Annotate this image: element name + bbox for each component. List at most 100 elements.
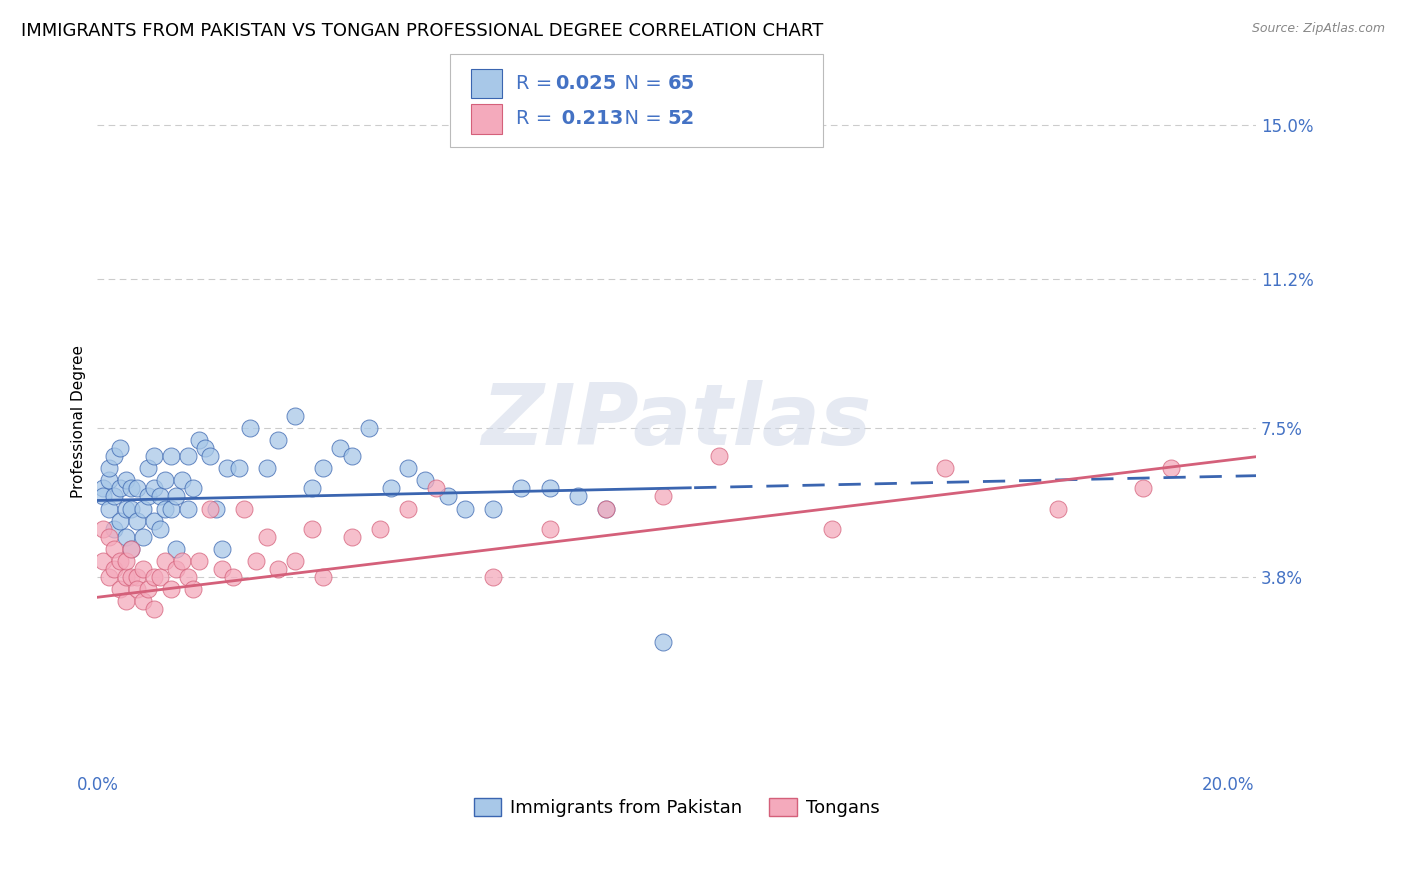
- Text: 0.213: 0.213: [555, 110, 624, 128]
- Point: [97, 461, 120, 475]
- Point: [454, 501, 477, 516]
- Point: [188, 433, 211, 447]
- Point: [166, 541, 188, 556]
- Point: [166, 490, 188, 504]
- Point: [177, 501, 200, 516]
- Point: [131, 594, 153, 608]
- Point: [256, 530, 278, 544]
- Point: [114, 554, 136, 568]
- Point: [538, 482, 561, 496]
- Point: [108, 441, 131, 455]
- Point: [482, 501, 505, 516]
- Point: [267, 433, 290, 447]
- Point: [301, 482, 323, 496]
- Point: [108, 514, 131, 528]
- Y-axis label: Professional Degree: Professional Degree: [72, 345, 86, 499]
- Point: [136, 461, 159, 475]
- Text: 65: 65: [668, 74, 695, 93]
- Point: [125, 582, 148, 597]
- Point: [160, 582, 183, 597]
- Point: [148, 570, 170, 584]
- Text: R =: R =: [516, 110, 558, 128]
- Point: [142, 602, 165, 616]
- Point: [284, 554, 307, 568]
- Point: [267, 562, 290, 576]
- Point: [368, 522, 391, 536]
- Point: [97, 530, 120, 544]
- Point: [312, 461, 335, 475]
- Point: [256, 461, 278, 475]
- Point: [131, 530, 153, 544]
- Point: [177, 570, 200, 584]
- Point: [103, 490, 125, 504]
- Point: [1047, 501, 1070, 516]
- Point: [200, 449, 222, 463]
- Point: [103, 541, 125, 556]
- Point: [108, 554, 131, 568]
- Point: [114, 530, 136, 544]
- Point: [245, 554, 267, 568]
- Point: [482, 570, 505, 584]
- Point: [934, 461, 956, 475]
- Point: [160, 501, 183, 516]
- Point: [108, 582, 131, 597]
- Text: R =: R =: [516, 74, 558, 93]
- Point: [153, 554, 176, 568]
- Point: [136, 490, 159, 504]
- Point: [142, 514, 165, 528]
- Point: [177, 449, 200, 463]
- Point: [120, 541, 142, 556]
- Point: [340, 449, 363, 463]
- Point: [91, 522, 114, 536]
- Point: [329, 441, 352, 455]
- Point: [413, 473, 436, 487]
- Point: [510, 482, 533, 496]
- Point: [567, 490, 589, 504]
- Point: [120, 541, 142, 556]
- Point: [166, 562, 188, 576]
- Point: [148, 490, 170, 504]
- Point: [357, 421, 380, 435]
- Point: [595, 501, 617, 516]
- Point: [108, 482, 131, 496]
- Point: [651, 634, 673, 648]
- Point: [172, 473, 194, 487]
- Point: [136, 582, 159, 597]
- Point: [396, 501, 419, 516]
- Point: [396, 461, 419, 475]
- Point: [142, 482, 165, 496]
- Text: N =: N =: [612, 74, 668, 93]
- Point: [188, 554, 211, 568]
- Point: [595, 501, 617, 516]
- Point: [205, 501, 228, 516]
- Point: [436, 490, 458, 504]
- Point: [131, 501, 153, 516]
- Point: [148, 522, 170, 536]
- Point: [91, 482, 114, 496]
- Point: [153, 501, 176, 516]
- Point: [97, 570, 120, 584]
- Point: [425, 482, 447, 496]
- Point: [340, 530, 363, 544]
- Legend: Immigrants from Pakistan, Tongans: Immigrants from Pakistan, Tongans: [467, 790, 887, 824]
- Point: [125, 514, 148, 528]
- Point: [153, 473, 176, 487]
- Point: [103, 522, 125, 536]
- Text: 0.025: 0.025: [555, 74, 617, 93]
- Point: [114, 570, 136, 584]
- Point: [1160, 461, 1182, 475]
- Point: [142, 570, 165, 584]
- Point: [97, 473, 120, 487]
- Point: [211, 562, 233, 576]
- Point: [120, 501, 142, 516]
- Point: [131, 562, 153, 576]
- Point: [312, 570, 335, 584]
- Point: [1132, 482, 1154, 496]
- Point: [233, 501, 256, 516]
- Point: [284, 409, 307, 423]
- Point: [228, 461, 250, 475]
- Point: [91, 490, 114, 504]
- Text: 52: 52: [668, 110, 695, 128]
- Point: [200, 501, 222, 516]
- Text: IMMIGRANTS FROM PAKISTAN VS TONGAN PROFESSIONAL DEGREE CORRELATION CHART: IMMIGRANTS FROM PAKISTAN VS TONGAN PROFE…: [21, 22, 824, 40]
